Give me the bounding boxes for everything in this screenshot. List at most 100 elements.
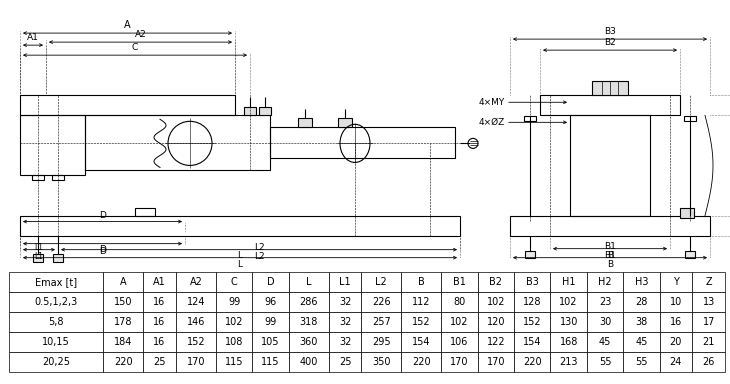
Text: L2: L2 xyxy=(254,252,264,261)
Text: 128: 128 xyxy=(523,297,542,307)
Bar xyxy=(442,332,477,352)
Text: 102: 102 xyxy=(225,317,243,327)
Bar xyxy=(361,352,402,372)
Text: 0.5,1,2,3: 0.5,1,2,3 xyxy=(34,297,77,307)
Text: 20: 20 xyxy=(669,337,682,347)
Text: 350: 350 xyxy=(372,357,391,367)
Text: B: B xyxy=(607,251,613,260)
Bar xyxy=(684,116,696,121)
Text: A1: A1 xyxy=(153,277,166,287)
Bar xyxy=(253,352,288,372)
Text: C: C xyxy=(132,43,138,52)
Bar xyxy=(623,312,660,332)
Text: 24: 24 xyxy=(669,357,682,367)
Bar xyxy=(103,292,143,312)
Bar xyxy=(660,352,692,372)
Text: A2: A2 xyxy=(134,30,147,39)
Text: L1: L1 xyxy=(339,277,351,287)
Text: 10: 10 xyxy=(670,297,682,307)
Text: 32: 32 xyxy=(339,297,351,307)
Text: L1: L1 xyxy=(34,252,44,261)
Bar xyxy=(587,312,623,332)
Bar xyxy=(361,332,402,352)
Text: B1: B1 xyxy=(604,251,616,260)
Bar xyxy=(477,352,514,372)
Bar xyxy=(298,118,312,127)
Bar xyxy=(103,272,143,292)
Bar xyxy=(288,352,328,372)
Bar xyxy=(288,292,328,312)
Bar xyxy=(660,272,692,292)
Text: 38: 38 xyxy=(635,317,648,327)
Bar xyxy=(253,272,288,292)
Text: 16: 16 xyxy=(670,317,682,327)
Text: 154: 154 xyxy=(523,337,542,347)
Text: D: D xyxy=(99,245,106,254)
Bar xyxy=(9,332,103,352)
Bar xyxy=(103,332,143,352)
Text: 30: 30 xyxy=(599,317,611,327)
Bar xyxy=(244,107,256,115)
Text: 26: 26 xyxy=(702,357,715,367)
Bar xyxy=(9,352,103,372)
Text: 286: 286 xyxy=(299,297,318,307)
Bar xyxy=(692,272,725,292)
Bar xyxy=(660,312,692,332)
Text: 16: 16 xyxy=(153,317,166,327)
Text: L: L xyxy=(237,251,242,260)
Bar xyxy=(402,312,442,332)
Text: 170: 170 xyxy=(487,357,505,367)
Bar xyxy=(623,332,660,352)
Bar xyxy=(85,115,270,170)
Text: 152: 152 xyxy=(187,337,205,347)
Text: 150: 150 xyxy=(114,297,132,307)
Bar xyxy=(514,292,550,312)
Text: 55: 55 xyxy=(635,357,648,367)
Text: L2: L2 xyxy=(375,277,387,287)
Bar xyxy=(259,107,271,115)
Bar xyxy=(592,81,628,95)
Bar xyxy=(328,352,361,372)
Bar xyxy=(176,352,216,372)
Bar xyxy=(550,332,587,352)
Text: 184: 184 xyxy=(114,337,132,347)
Bar xyxy=(135,207,155,215)
Bar xyxy=(623,272,660,292)
Text: 32: 32 xyxy=(339,337,351,347)
Bar xyxy=(692,312,725,332)
Bar xyxy=(328,272,361,292)
Text: B3: B3 xyxy=(604,27,616,36)
Text: 4×MY: 4×MY xyxy=(479,98,505,107)
Bar xyxy=(550,292,587,312)
Bar xyxy=(514,312,550,332)
Bar xyxy=(52,175,64,180)
Bar xyxy=(361,272,402,292)
Text: B2: B2 xyxy=(604,38,616,47)
Bar xyxy=(253,312,288,332)
Text: 220: 220 xyxy=(114,357,132,367)
Bar xyxy=(143,272,176,292)
Bar xyxy=(216,332,253,352)
Text: 168: 168 xyxy=(559,337,578,347)
Bar xyxy=(514,352,550,372)
Bar xyxy=(328,332,361,352)
Bar xyxy=(402,352,442,372)
Bar xyxy=(328,312,361,332)
Text: 400: 400 xyxy=(299,357,318,367)
Text: 115: 115 xyxy=(261,357,280,367)
Bar xyxy=(587,352,623,372)
Bar xyxy=(143,332,176,352)
Bar xyxy=(338,118,352,127)
Text: 112: 112 xyxy=(412,297,431,307)
Bar xyxy=(361,292,402,312)
Text: 146: 146 xyxy=(187,317,205,327)
Text: 178: 178 xyxy=(114,317,132,327)
Text: 32: 32 xyxy=(339,317,351,327)
Bar xyxy=(216,352,253,372)
Bar xyxy=(270,127,455,159)
Bar xyxy=(9,272,103,292)
Bar xyxy=(685,251,695,258)
Text: H1: H1 xyxy=(562,277,575,287)
Bar xyxy=(660,332,692,352)
Bar xyxy=(176,312,216,332)
